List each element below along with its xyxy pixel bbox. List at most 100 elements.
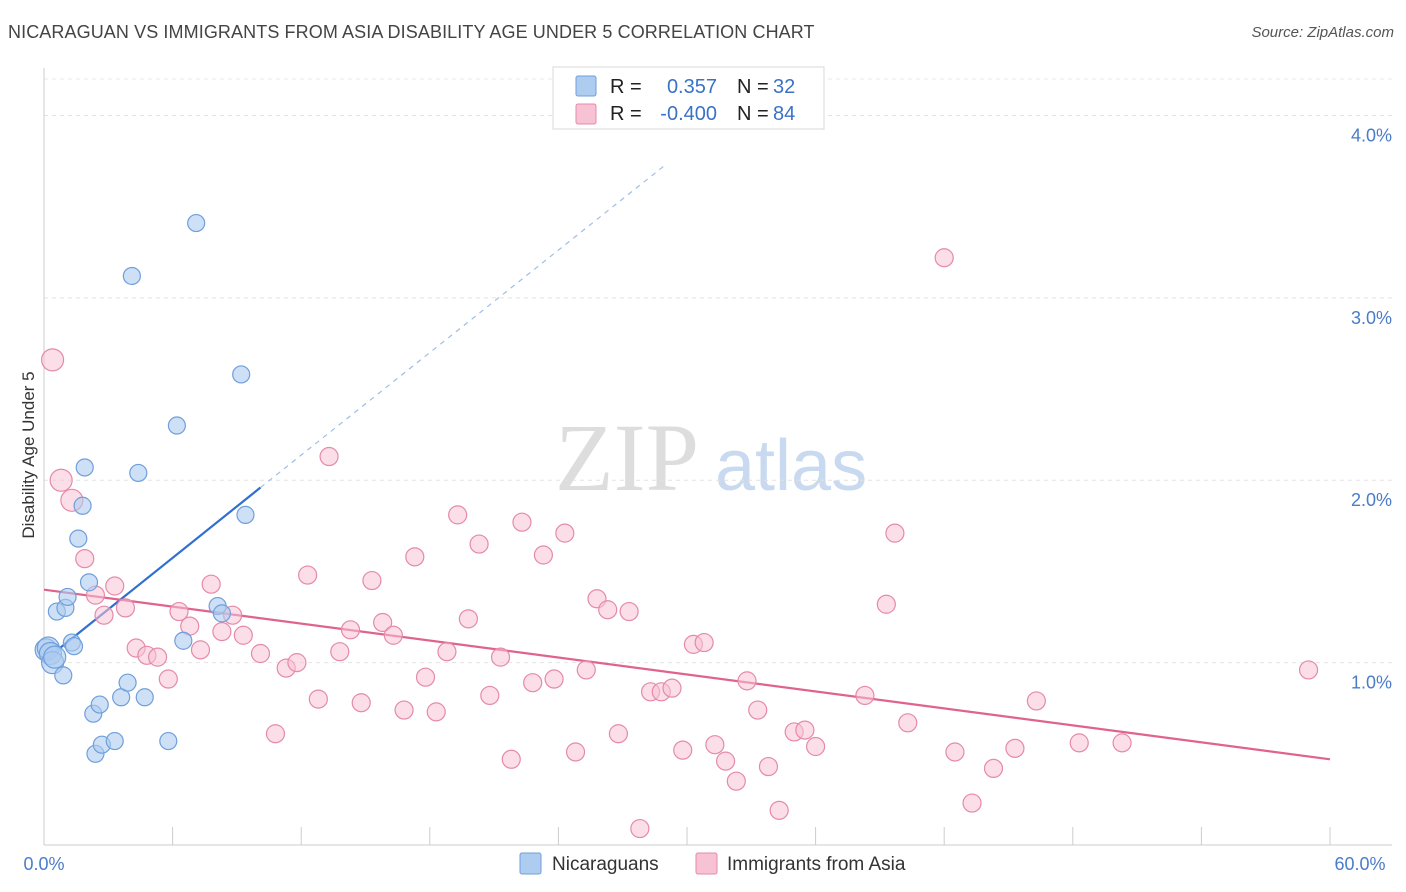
legend-r-label-1: R =	[610, 76, 642, 98]
y-tick-label-1: 1.0%	[1351, 673, 1392, 693]
point-asia	[748, 700, 768, 720]
point-nicaraguans	[73, 496, 92, 515]
point-nicaraguans	[64, 637, 84, 656]
series-legend: Nicaraguans Immigrants from Asia	[519, 852, 906, 875]
legend-n-value-1: 32	[773, 76, 795, 98]
y-axis-label: Disability Age Under 5	[19, 371, 38, 538]
point-asia	[190, 640, 211, 660]
tick-labels: 1.0% 2.0% 3.0% 4.0% 0.0% 60.0%	[23, 125, 1392, 874]
point-asia	[147, 647, 168, 667]
point-asia	[945, 742, 965, 762]
point-asia	[934, 248, 954, 268]
legend-r-value-2: -0.400	[660, 103, 717, 125]
point-nicaraguans	[212, 604, 231, 623]
point-asia	[855, 685, 875, 706]
point-asia	[233, 625, 253, 645]
point-asia	[308, 689, 328, 709]
point-asia	[437, 642, 457, 662]
point-asia	[448, 505, 468, 525]
point-asia	[795, 720, 815, 740]
correlation-legend: R = 0.357 N = 32 R = -0.400 N = 84	[552, 66, 825, 130]
point-asia	[694, 632, 714, 653]
bottom-legend-nicaraguans: Nicaraguans	[552, 854, 659, 875]
point-asia	[287, 653, 307, 673]
point-asia	[876, 594, 896, 614]
point-asia	[726, 771, 746, 791]
point-asia	[608, 724, 629, 744]
point-asia	[630, 818, 650, 839]
point-asia	[533, 545, 553, 565]
point-asia	[598, 600, 618, 620]
legend-n-label-2: N =	[737, 103, 769, 125]
legend-swatch-asia	[575, 103, 597, 125]
point-asia	[1069, 733, 1089, 753]
point-nicaraguans	[135, 688, 154, 707]
point-asia	[49, 468, 73, 492]
point-asia	[383, 625, 403, 645]
point-nicaraguans	[174, 631, 193, 650]
point-asia	[523, 673, 543, 693]
point-asia	[373, 612, 393, 633]
point-asia	[737, 671, 757, 691]
legend-r-value-1: 0.357	[667, 76, 717, 98]
watermark-zip: ZIP	[555, 404, 699, 511]
point-asia	[415, 667, 436, 687]
point-asia	[298, 565, 318, 585]
point-asia	[512, 512, 532, 532]
axes	[43, 68, 1392, 846]
point-asia	[619, 601, 639, 622]
point-asia	[330, 642, 350, 662]
point-asia	[340, 620, 361, 640]
point-nicaraguans	[79, 573, 99, 592]
point-asia	[480, 685, 500, 706]
point-asia	[758, 756, 779, 777]
point-nicaraguans	[187, 213, 206, 233]
point-asia	[1005, 738, 1025, 758]
point-asia	[805, 736, 826, 757]
point-asia	[715, 751, 736, 771]
point-nicaraguans	[122, 266, 141, 286]
point-asia	[169, 601, 189, 622]
y-tick-label-2: 2.0%	[1351, 490, 1392, 510]
point-asia	[555, 523, 575, 543]
point-nicaraguans	[118, 673, 137, 692]
point-asia	[319, 446, 339, 467]
point-asia	[351, 693, 371, 713]
point-asia	[265, 724, 286, 744]
chart-title: NICARAGUAN VS IMMIGRANTS FROM ASIA DISAB…	[8, 22, 815, 42]
point-nicaraguans	[69, 529, 88, 548]
bottom-legend-asia: Immigrants from Asia	[727, 854, 906, 875]
point-asia	[898, 713, 918, 733]
point-asia	[1026, 691, 1046, 711]
point-asia	[565, 742, 586, 762]
point-nicaraguans	[54, 666, 73, 685]
trend-line-nicaraguans	[43, 486, 262, 662]
point-asia	[40, 348, 65, 372]
point-asia	[105, 576, 125, 596]
point-asia	[705, 735, 725, 755]
legend-box	[552, 66, 825, 130]
point-nicaraguans	[105, 731, 124, 751]
point-asia	[250, 643, 271, 664]
point-nicaraguans	[90, 695, 109, 714]
point-asia	[75, 549, 95, 569]
data-points	[34, 213, 1319, 839]
point-asia	[1112, 733, 1132, 753]
watermark-atlas: atlas	[715, 426, 867, 506]
legend-n-label-1: N =	[737, 76, 769, 98]
source-label: Source: ZipAtlas.com	[1251, 24, 1394, 41]
trend-line-asia	[43, 588, 1331, 761]
point-asia	[115, 598, 136, 618]
point-asia	[158, 669, 178, 689]
legend-r-label-2: R =	[610, 103, 642, 125]
point-asia	[662, 678, 682, 698]
point-asia	[212, 622, 232, 642]
point-asia	[426, 702, 446, 722]
point-nicaraguans	[236, 505, 255, 524]
bottom-legend-swatch-nicaraguans	[519, 852, 542, 875]
point-asia	[544, 669, 564, 689]
point-nicaraguans	[75, 458, 94, 477]
point-asia	[394, 700, 414, 720]
point-nicaraguans	[159, 731, 178, 751]
